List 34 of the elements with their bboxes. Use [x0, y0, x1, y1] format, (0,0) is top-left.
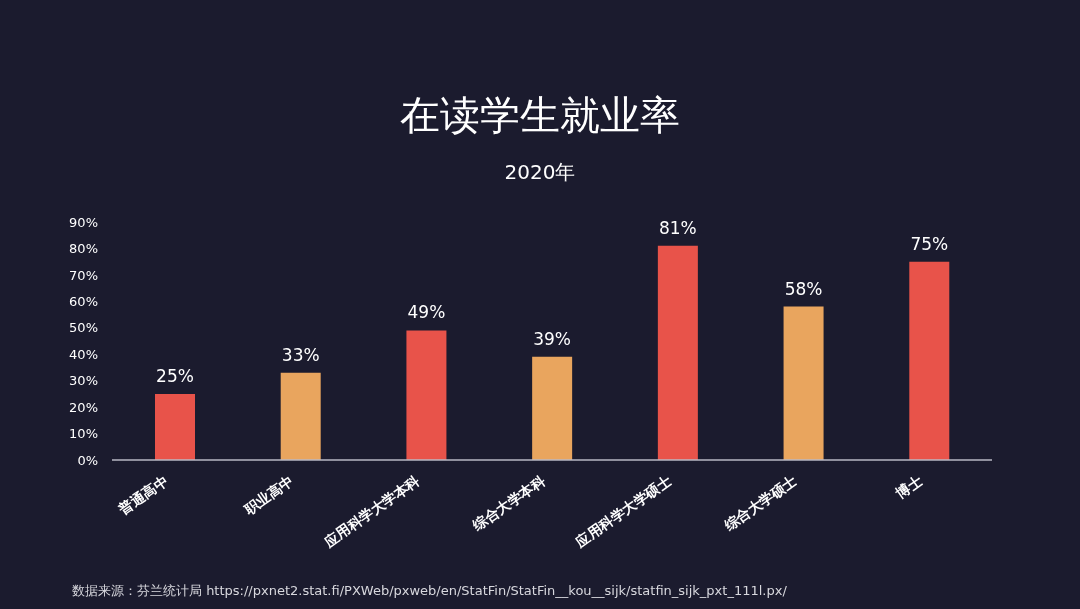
bar — [783, 306, 824, 460]
x-tick-label: 职业高中 — [240, 472, 297, 519]
bar — [280, 372, 321, 460]
bar — [532, 356, 573, 460]
y-tick-label: 50% — [69, 320, 98, 336]
chart-subtitle: 2020年 — [503, 159, 577, 186]
data-label: 39% — [533, 328, 572, 349]
y-tick-label: 60% — [69, 293, 98, 309]
data-label: 75% — [910, 233, 949, 254]
x-tick-label: 博士 — [892, 472, 926, 503]
data-label: 58% — [784, 278, 823, 299]
data-label: 33% — [281, 344, 320, 365]
y-tick-label: 20% — [69, 399, 98, 415]
data-label: 81% — [658, 217, 697, 238]
x-tick-label: 应用科学大学硕士 — [571, 472, 674, 551]
x-tick-label: 普通高中 — [115, 472, 171, 519]
y-tick-label: 70% — [69, 267, 98, 283]
y-tick-label: 30% — [69, 373, 98, 389]
bar — [155, 393, 195, 460]
x-tick-label: 综合大学硕士 — [720, 472, 800, 535]
bar — [406, 330, 447, 460]
y-tick-label: 0% — [77, 452, 98, 468]
y-tick-label: 80% — [69, 241, 98, 257]
data-label: 49% — [407, 302, 446, 323]
data-label: 25% — [156, 365, 194, 386]
y-tick-label: 10% — [69, 426, 98, 442]
x-tick-label: 综合大学本科 — [469, 472, 549, 535]
source-note: 数据来源：芬兰统计局 https://pxnet2.stat.fi/PXWeb/pxweb/en/StatFin/StatFin__kou__sijk/statfin_sijk_pxt_111l.px/ — [72, 582, 787, 600]
x-tick-label: 应用科学大学本科 — [320, 472, 423, 551]
y-tick-label: 90% — [69, 214, 98, 230]
chart-title: 在读学生就业率 — [399, 91, 681, 140]
bar — [657, 245, 698, 460]
bar — [909, 261, 950, 460]
y-tick-label: 40% — [69, 346, 98, 362]
